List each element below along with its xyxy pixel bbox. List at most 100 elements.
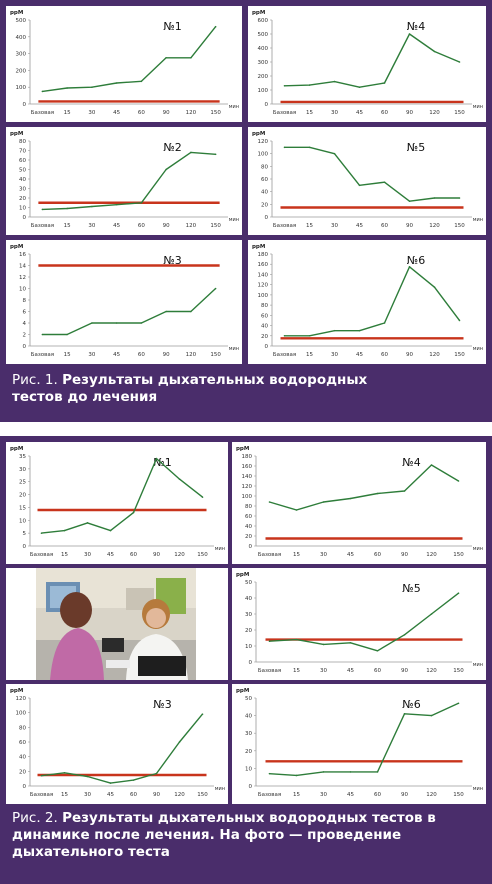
x-tick-label: 90 — [401, 668, 408, 674]
series-line — [269, 702, 459, 777]
series-line — [269, 464, 459, 511]
x-tick-label: Базовая — [30, 792, 53, 798]
y-tick-label: 40 — [261, 324, 268, 330]
data-point — [403, 713, 406, 715]
chart-svg: 0 20 40 60 80 100 120 140 160 180 Базовая 15 30 45 60 9… — [252, 244, 483, 358]
x-tick-label: 150 — [453, 552, 464, 558]
y-tick-label: 25 — [19, 480, 26, 486]
x-tick-label: 45 — [347, 552, 354, 558]
x-tick-label: 60 — [130, 792, 137, 798]
y-tick-label: 0 — [265, 215, 269, 221]
chart-svg: 0 20 40 60 80 100 120 140 160 180 Базовая 15 30 45 60 9… — [236, 446, 483, 558]
series-line — [284, 33, 460, 88]
y-tick-label: 15 — [19, 505, 26, 511]
series-line — [41, 457, 203, 534]
data-point — [115, 203, 118, 206]
x-tick-label: 45 — [107, 792, 114, 798]
chart-svg: 0 20 40 60 80 100 120 Базовая 15 30 45 60 90 120 150 pp… — [252, 131, 483, 229]
y-tick-label: 40 — [245, 714, 252, 720]
x-tick-label: Базовая — [31, 110, 54, 116]
chart-svg: 0 20 40 60 80 100 120 Базовая 15 30 45 60 90 120 150 pp… — [10, 688, 225, 798]
data-point — [201, 713, 204, 715]
y-tick-label: 8 — [23, 298, 27, 304]
x-tick-label: 15 — [293, 792, 300, 798]
y-tick-label: 500 — [16, 18, 27, 24]
figure-1-caption-prefix: Рис. 1. — [12, 372, 58, 388]
data-point — [109, 782, 112, 784]
y-tick-label: 100 — [242, 494, 253, 500]
x-tick-label: 30 — [320, 552, 327, 558]
data-point — [308, 334, 311, 337]
data-point — [178, 741, 181, 743]
y-tick-label: 40 — [245, 596, 252, 602]
data-point — [115, 322, 118, 324]
y-tick-label: 10 — [19, 206, 26, 212]
data-point — [283, 334, 286, 337]
x-tick-label: 150 — [197, 552, 208, 558]
x-unit-label: мин — [473, 104, 483, 110]
data-point — [383, 322, 386, 324]
x-tick-label: 15 — [64, 352, 71, 358]
x-tick-label: 15 — [306, 352, 313, 358]
data-point — [283, 85, 286, 87]
y-tick-label: 100 — [258, 293, 269, 299]
x-unit-label: мин — [229, 217, 239, 223]
x-tick-label: 90 — [401, 792, 408, 798]
chart-title: №5 — [402, 582, 420, 595]
data-point — [457, 592, 460, 594]
chart-title: №3 — [163, 254, 181, 267]
y-tick-label: 0 — [23, 784, 27, 790]
data-point — [457, 480, 460, 482]
y-tick-label: 20 — [245, 534, 252, 540]
x-tick-label: 45 — [113, 110, 120, 116]
data-point — [109, 529, 112, 532]
data-point — [376, 650, 379, 652]
x-tick-label: 60 — [130, 552, 137, 558]
data-point — [308, 146, 311, 149]
y-tick-label: 80 — [19, 725, 26, 731]
data-point — [408, 200, 411, 202]
data-point — [155, 457, 158, 460]
x-tick-label: Базовая — [273, 352, 296, 358]
figure-2-caption-text: Результаты дыхательных водородных тестов… — [12, 810, 436, 860]
data-point — [308, 84, 311, 86]
y-tick-label: 500 — [258, 32, 269, 38]
data-point — [40, 532, 43, 534]
y-axis-label: ppM — [10, 10, 23, 16]
y-tick-label: 20 — [19, 493, 26, 499]
y-tick-label: 50 — [245, 580, 252, 586]
y-tick-label: 0 — [249, 544, 253, 550]
x-unit-label: мин — [229, 346, 239, 352]
x-unit-label: мин — [473, 546, 483, 552]
y-tick-label: 20 — [261, 334, 268, 340]
x-tick-label: Базовая — [273, 110, 296, 116]
y-axis-label: ppM — [236, 446, 249, 452]
figure-2-caption: Рис. 2. Результаты дыхательных водородны… — [12, 810, 462, 861]
y-tick-label: 120 — [258, 139, 269, 145]
data-point — [383, 82, 386, 84]
x-tick-label: 15 — [293, 552, 300, 558]
data-point — [132, 511, 135, 514]
data-point — [201, 496, 204, 498]
data-point — [333, 152, 336, 155]
y-axis-label: ppM — [236, 688, 249, 694]
chart-title: №4 — [407, 20, 425, 33]
x-tick-label: Базовая — [30, 552, 53, 558]
x-tick-label: 120 — [186, 352, 197, 358]
y-tick-label: 140 — [258, 272, 269, 278]
chart-title: №1 — [163, 20, 181, 33]
data-point — [91, 205, 93, 208]
x-tick-label: 150 — [453, 668, 464, 674]
x-tick-label: 30 — [331, 110, 338, 116]
x-tick-label: 90 — [163, 110, 170, 116]
x-tick-label: 60 — [138, 352, 145, 358]
y-tick-label: 50 — [19, 168, 26, 174]
y-axis-label: ppM — [10, 131, 23, 137]
y-axis-label: ppM — [10, 446, 23, 452]
y-tick-label: 100 — [258, 88, 269, 94]
x-tick-label: 120 — [429, 110, 440, 116]
data-point — [190, 151, 192, 154]
x-unit-label: мин — [473, 217, 483, 223]
y-tick-label: 2 — [23, 333, 27, 339]
data-point — [458, 197, 461, 199]
